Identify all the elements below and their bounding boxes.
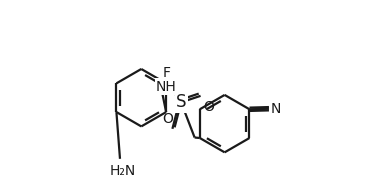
Text: N: N: [270, 102, 281, 116]
Text: O: O: [203, 100, 214, 114]
Text: NH: NH: [156, 80, 177, 94]
Text: F: F: [163, 66, 171, 80]
Text: H₂N: H₂N: [110, 164, 136, 178]
Text: O: O: [162, 112, 173, 126]
Text: S: S: [176, 93, 186, 111]
